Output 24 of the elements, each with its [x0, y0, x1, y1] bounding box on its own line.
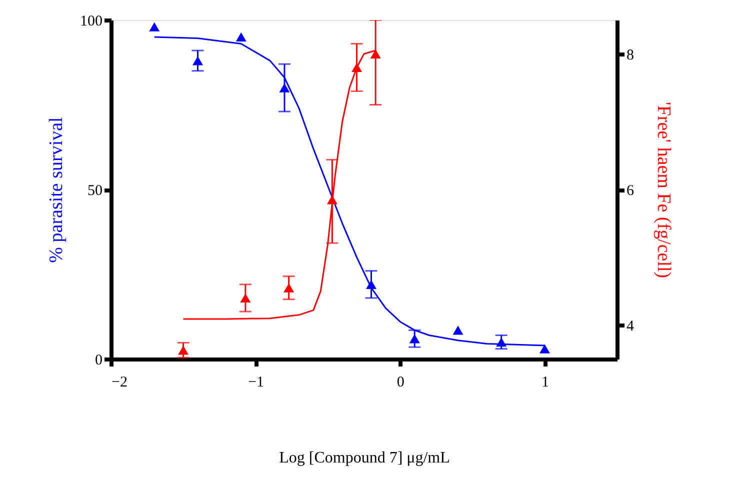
- point: [284, 283, 294, 292]
- y-tick-label: 100: [80, 14, 102, 30]
- y2-tick-label: 4: [626, 318, 634, 335]
- point: [279, 83, 290, 92]
- point: [539, 344, 550, 354]
- x-tick-label: −1: [248, 374, 264, 390]
- y-axis-title: % parasite survival: [46, 117, 67, 263]
- point: [370, 49, 381, 58]
- y-tick-label: 0: [95, 352, 102, 368]
- y2-tick-label: 8: [626, 47, 634, 64]
- x-tick-label: 0: [396, 374, 404, 390]
- x-tick-label: 1: [541, 374, 549, 390]
- point: [236, 32, 246, 42]
- x-axis-title: Log [Compound 7] μg/mL: [279, 450, 450, 466]
- y2-axis-title: 'Free' haem Fe (fg/cell): [653, 102, 674, 278]
- point: [240, 293, 251, 303]
- point: [452, 326, 464, 335]
- y-tick-label: 50: [88, 183, 102, 199]
- point: [178, 346, 189, 355]
- point: [149, 22, 160, 32]
- y2-tick-label: 6: [626, 183, 634, 199]
- x-tick-label: −2: [112, 374, 128, 390]
- point: [192, 56, 203, 66]
- point: [409, 334, 420, 344]
